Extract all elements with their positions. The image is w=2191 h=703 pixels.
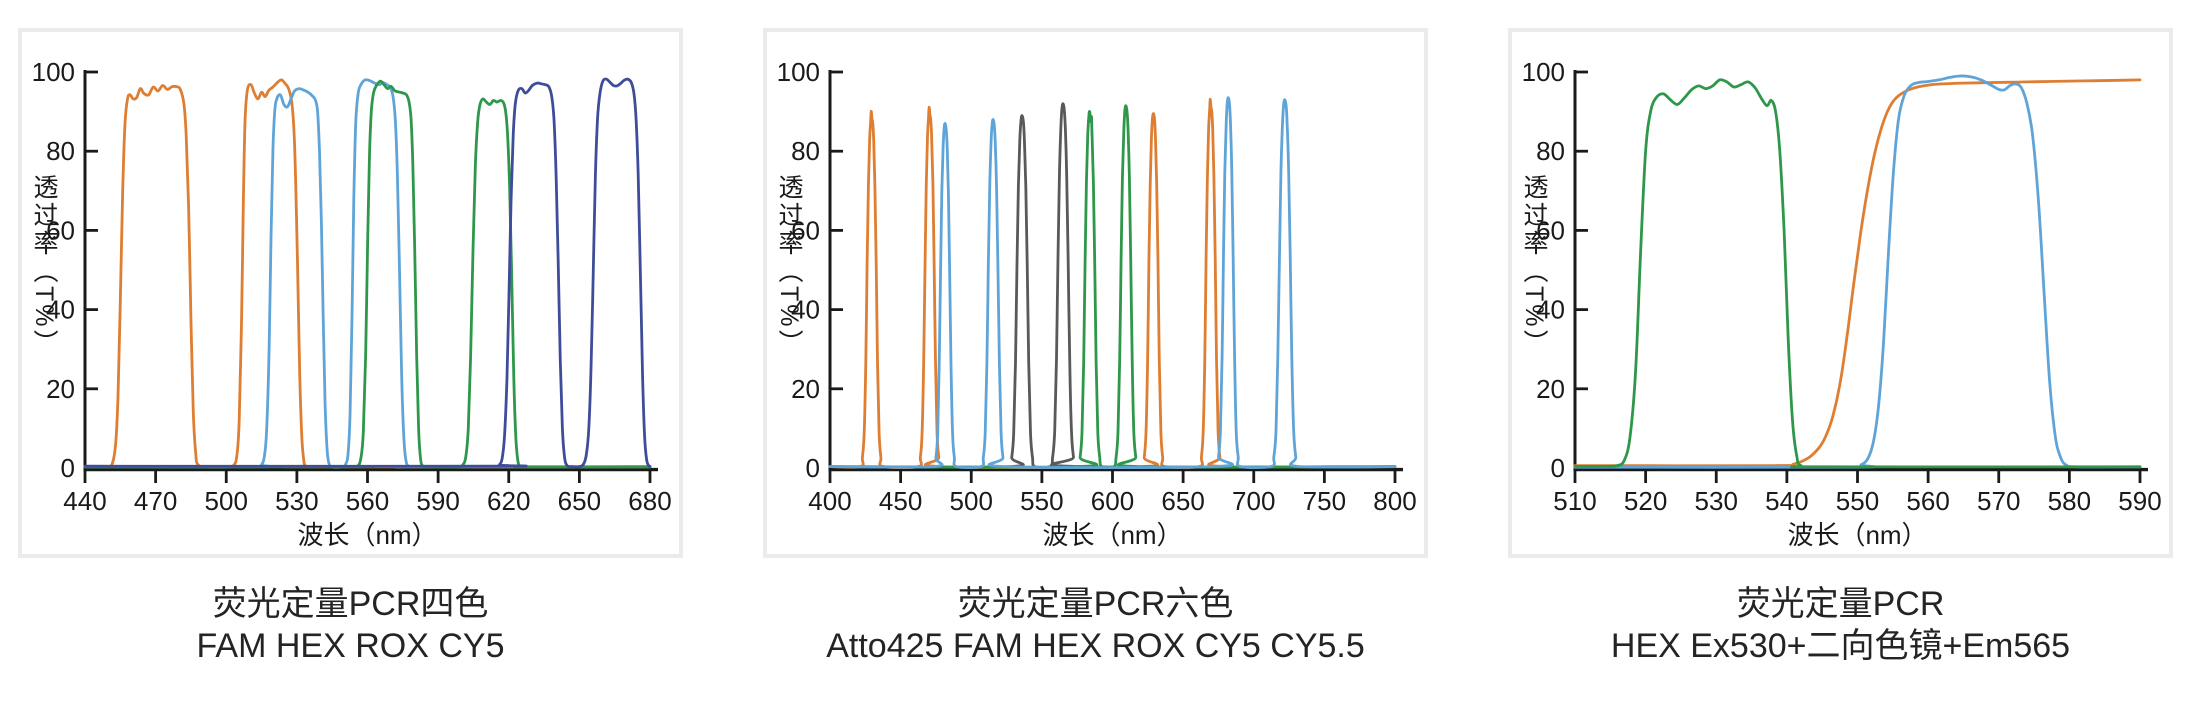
svg-text:750: 750 <box>1303 486 1346 516</box>
svg-text:550: 550 <box>1836 486 1879 516</box>
chart-title: 荧光定量PCR <box>1736 585 1945 623</box>
svg-text:650: 650 <box>558 486 601 516</box>
svg-text:580: 580 <box>2048 486 2091 516</box>
svg-text:510: 510 <box>1553 486 1596 516</box>
chart-column-four-color: 透过率（T%） 0 20 40 60 80 100 440 470 500 530 560 590 62… <box>18 28 683 666</box>
svg-text:100: 100 <box>32 57 75 87</box>
chart-column-six-color: 透过率（T%） 0 20 40 60 80 100 400 450 500 550 600 650 70… <box>763 28 1428 666</box>
svg-text:620: 620 <box>487 486 530 516</box>
svg-text:0: 0 <box>61 453 75 483</box>
svg-text:470: 470 <box>134 486 177 516</box>
y-axis-label: 透过率（T%） <box>30 174 58 358</box>
svg-text:530: 530 <box>1695 486 1738 516</box>
chart-panel-hex-set: 透过率（T%） 0 20 40 60 80 100 510 520 530 540 550 560 57… <box>1508 28 2173 558</box>
chart-title: 荧光定量PCR六色 <box>957 585 1234 623</box>
chart-column-hex-set: 透过率（T%） 0 20 40 60 80 100 510 520 530 540 550 560 57… <box>1508 28 2173 666</box>
svg-text:570: 570 <box>1977 486 2020 516</box>
chart-subtitle: FAM HEX ROX CY5 <box>196 627 505 665</box>
svg-text:80: 80 <box>1536 136 1565 166</box>
svg-text:80: 80 <box>791 136 820 166</box>
svg-text:波长（nm）: 波长（nm） <box>1787 520 1927 550</box>
series-navy-bands-cy5 <box>83 77 652 469</box>
svg-text:波长（nm）: 波长（nm） <box>1042 520 1182 550</box>
svg-text:590: 590 <box>2118 486 2161 516</box>
svg-text:700: 700 <box>1232 486 1275 516</box>
series-green-bands-rox <box>828 104 1397 470</box>
svg-text:680: 680 <box>628 486 671 516</box>
svg-text:650: 650 <box>1161 486 1204 516</box>
svg-text:20: 20 <box>1536 374 1565 404</box>
svg-text:560: 560 <box>346 486 389 516</box>
svg-text:20: 20 <box>791 374 820 404</box>
svg-text:0: 0 <box>806 453 820 483</box>
svg-text:60: 60 <box>46 215 75 245</box>
svg-text:440: 440 <box>63 486 106 516</box>
svg-text:40: 40 <box>46 295 75 325</box>
chart-caption-six-color: 荧光定量PCR六色 Atto425 FAM HEX ROX CY5 CY5.5 <box>763 584 1428 666</box>
y-axis-label: 透过率（T%） <box>775 174 803 358</box>
svg-text:450: 450 <box>879 486 922 516</box>
svg-text:100: 100 <box>777 57 820 87</box>
series-blue-em565-band <box>1573 74 2142 469</box>
svg-text:530: 530 <box>275 486 318 516</box>
svg-text:400: 400 <box>808 486 851 516</box>
chart-panel-six-color: 透过率（T%） 0 20 40 60 80 100 400 450 500 550 600 650 70… <box>763 28 1428 558</box>
y-axis-label: 透过率（T%） <box>1520 174 1548 358</box>
chart-caption-hex-set: 荧光定量PCR HEX Ex530+二向色镜+Em565 <box>1508 584 2173 666</box>
svg-text:540: 540 <box>1765 486 1808 516</box>
svg-text:590: 590 <box>416 486 459 516</box>
chart-caption-four-color: 荧光定量PCR四色 FAM HEX ROX CY5 <box>18 584 683 666</box>
chart-canvas-hex-set: 0 20 40 60 80 100 510 520 530 540 550 560 570 580 590 波… <box>1522 57 2162 550</box>
charts-row: 透过率（T%） 0 20 40 60 80 100 440 470 500 530 560 590 62… <box>18 28 2173 666</box>
series-orange-bands-atto425-cy5 <box>828 97 1397 470</box>
chart-subtitle: HEX Ex530+二向色镜+Em565 <box>1610 627 2071 665</box>
svg-text:0: 0 <box>1551 453 1565 483</box>
series-orange-dichroic-longpass <box>1573 78 2142 468</box>
svg-text:60: 60 <box>791 215 820 245</box>
svg-text:520: 520 <box>1624 486 1667 516</box>
svg-text:波长（nm）: 波长（nm） <box>297 520 437 550</box>
svg-text:560: 560 <box>1906 486 1949 516</box>
svg-text:80: 80 <box>46 136 75 166</box>
svg-text:500: 500 <box>950 486 993 516</box>
series-green-bands <box>83 79 652 469</box>
svg-text:500: 500 <box>205 486 248 516</box>
chart-canvas-four-color: 0 20 40 60 80 100 440 470 500 530 560 590 620 650 680 波… <box>32 57 672 550</box>
series-blue-bands-fam-cy55 <box>828 96 1397 470</box>
series-green-ex530-band <box>1573 78 2142 469</box>
chart-title: 荧光定量PCR四色 <box>212 585 489 623</box>
svg-text:800: 800 <box>1373 486 1416 516</box>
chart-panel-four-color: 透过率（T%） 0 20 40 60 80 100 440 470 500 530 560 590 62… <box>18 28 683 558</box>
svg-text:100: 100 <box>1522 57 1565 87</box>
svg-text:550: 550 <box>1020 486 1063 516</box>
chart-canvas-six-color: 0 20 40 60 80 100 400 450 500 550 600 650 700 750 800 波… <box>777 57 1417 550</box>
svg-text:40: 40 <box>791 295 820 325</box>
chart-subtitle: Atto425 FAM HEX ROX CY5 CY5.5 <box>826 627 1365 665</box>
svg-text:20: 20 <box>46 374 75 404</box>
svg-text:40: 40 <box>1536 295 1565 325</box>
svg-text:600: 600 <box>1091 486 1134 516</box>
series-gray-bands-hex <box>828 102 1397 470</box>
svg-text:60: 60 <box>1536 215 1565 245</box>
